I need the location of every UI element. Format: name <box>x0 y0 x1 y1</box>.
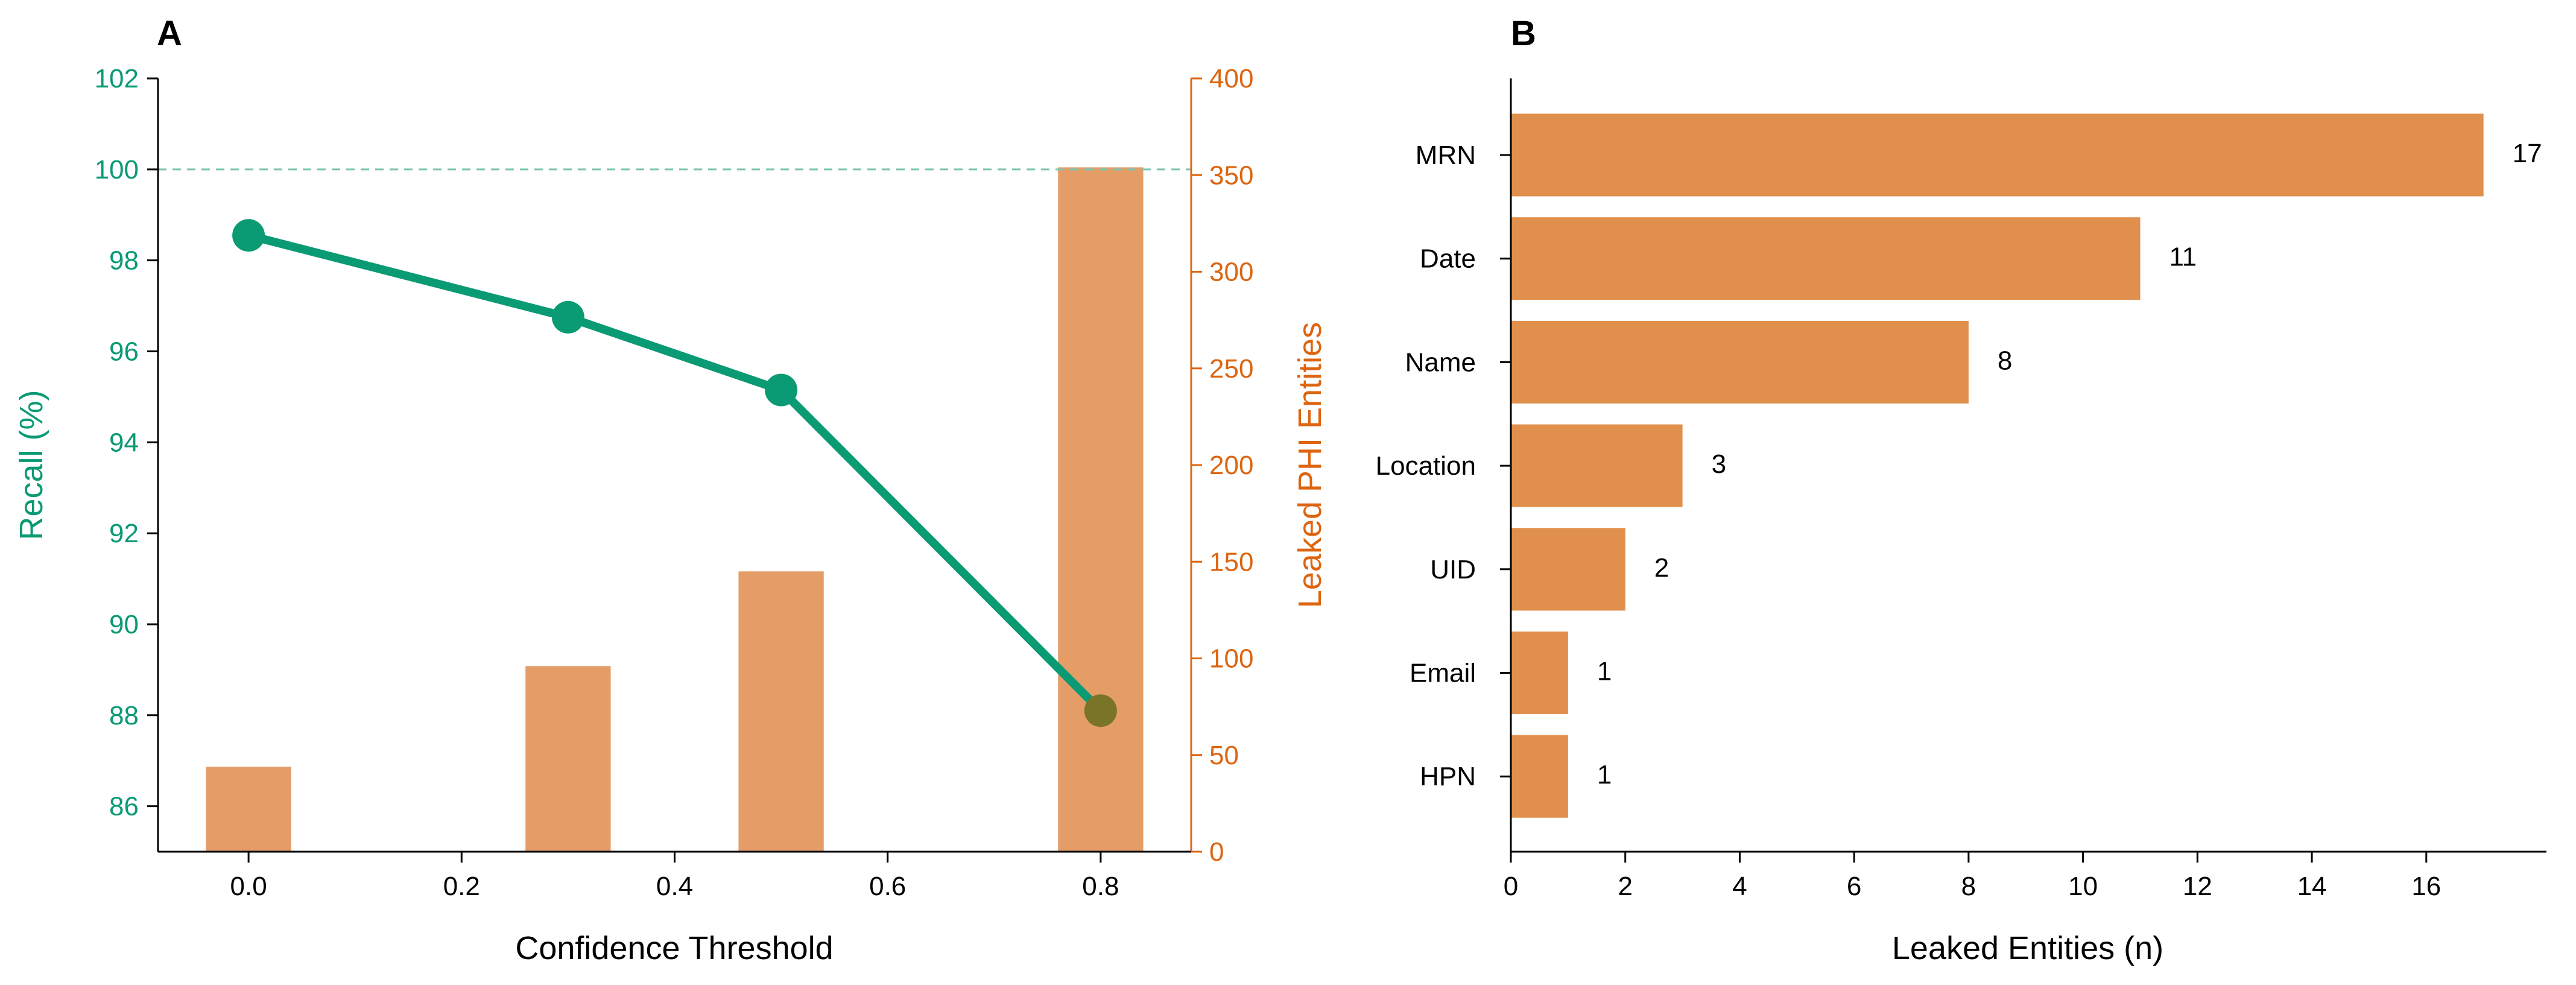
right-y-tick-label: 300 <box>1209 258 1253 287</box>
x-tick-label-b: 14 <box>2297 872 2327 901</box>
entity-bar <box>1511 113 2484 197</box>
right-y-axis-label: Leaked PHI Entities <box>1292 322 1328 608</box>
left-y-tick-label: 92 <box>109 519 139 548</box>
right-y-tick-label: 400 <box>1209 64 1253 93</box>
entity-bar <box>1511 632 1568 714</box>
category-label: Name <box>1405 347 1476 377</box>
panel-a: A 0.0 0.2 0.4 0.6 0.8 86 88 90 92 94 96 98 100 102 0… <box>13 14 1328 966</box>
panel-b-letter: B <box>1511 14 1536 53</box>
category-ticks: MRN Date Name Location UID Email HPN <box>1376 141 1511 791</box>
left-y-tick-label: 90 <box>109 610 139 639</box>
recall-series <box>232 219 1117 727</box>
panel-a-letter: A <box>157 14 182 53</box>
x-tick-label: 0.2 <box>443 872 480 901</box>
x-tick-label: 0.4 <box>656 872 693 901</box>
entity-value-label: 2 <box>1654 553 1669 583</box>
x-tick-label: 0.6 <box>869 872 906 901</box>
category-label: Date <box>1420 244 1476 274</box>
x-tick-label-b: 8 <box>1961 872 1976 901</box>
category-label: Email <box>1410 659 1476 688</box>
left-y-tick-label: 96 <box>109 337 139 366</box>
entity-bar <box>1511 735 1568 818</box>
right-y-tick-label: 0 <box>1209 837 1224 867</box>
left-y-tick-label: 88 <box>109 701 139 730</box>
entity-value-label: 11 <box>2169 242 2197 272</box>
x-tick-label-b: 12 <box>2183 872 2212 901</box>
right-y-tick-label: 250 <box>1209 354 1253 384</box>
recall-point <box>765 373 798 407</box>
right-y-tick-label: 50 <box>1209 741 1239 770</box>
category-label: HPN <box>1420 762 1476 791</box>
leaked-bars <box>206 167 1144 852</box>
right-y-tick-label: 200 <box>1209 451 1253 480</box>
recall-point <box>1084 694 1117 727</box>
x-axis-ticks-b: 0 2 4 6 8 10 12 14 16 <box>1504 852 2441 901</box>
category-label: MRN <box>1416 141 1476 170</box>
right-y-tick-label: 150 <box>1209 547 1253 577</box>
category-label: UID <box>1430 555 1476 584</box>
x-tick-label-b: 2 <box>1618 872 1632 901</box>
left-y-tick-label: 98 <box>109 246 139 276</box>
entity-bar <box>1511 528 1625 611</box>
x-tick-label-b: 10 <box>2068 872 2098 901</box>
entity-value-label: 8 <box>1998 346 2012 375</box>
x-tick-label: 0.8 <box>1082 872 1119 901</box>
right-y-tick-label: 350 <box>1209 160 1253 190</box>
left-y-tick-label: 100 <box>95 155 139 185</box>
leaked-bar <box>1058 167 1144 852</box>
entity-bar <box>1511 320 1969 404</box>
entity-value-label: 17 <box>2513 139 2542 168</box>
left-y-axis-ticks: 86 88 90 92 94 96 98 100 102 <box>95 64 158 822</box>
leaked-bar <box>206 766 291 852</box>
x-tick-label-b: 16 <box>2411 872 2441 901</box>
leaked-bar <box>738 571 824 852</box>
left-y-axis-label: Recall (%) <box>13 390 49 540</box>
category-label: Location <box>1376 451 1476 481</box>
x-tick-label-b: 4 <box>1732 872 1747 901</box>
leaked-bar <box>525 666 611 852</box>
recall-line <box>247 231 1104 714</box>
entity-value-label: 3 <box>1712 449 1726 479</box>
left-y-tick-label: 102 <box>95 64 139 93</box>
recall-point <box>551 300 584 334</box>
entity-value-label: 1 <box>1597 760 1612 790</box>
right-y-axis-ticks: 0 50 100 150 200 250 300 350 400 <box>1191 64 1253 867</box>
entity-value-label: 1 <box>1597 657 1612 686</box>
recall-point <box>232 219 265 252</box>
entity-bar <box>1511 424 1683 507</box>
x-tick-label-b: 6 <box>1847 872 1861 901</box>
x-tick-label: 0.0 <box>230 872 267 901</box>
right-y-tick-label: 100 <box>1209 644 1253 674</box>
left-y-tick-label: 94 <box>109 428 139 457</box>
entity-bar <box>1511 217 2141 300</box>
left-y-tick-label: 86 <box>109 792 139 822</box>
x-axis-ticks-a: 0.0 0.2 0.4 0.6 0.8 <box>230 852 1119 901</box>
x-axis-label-b: Leaked Entities (n) <box>1892 930 2163 966</box>
x-tick-label-b: 0 <box>1504 872 1518 901</box>
x-axis-label-a: Confidence Threshold <box>515 930 833 966</box>
